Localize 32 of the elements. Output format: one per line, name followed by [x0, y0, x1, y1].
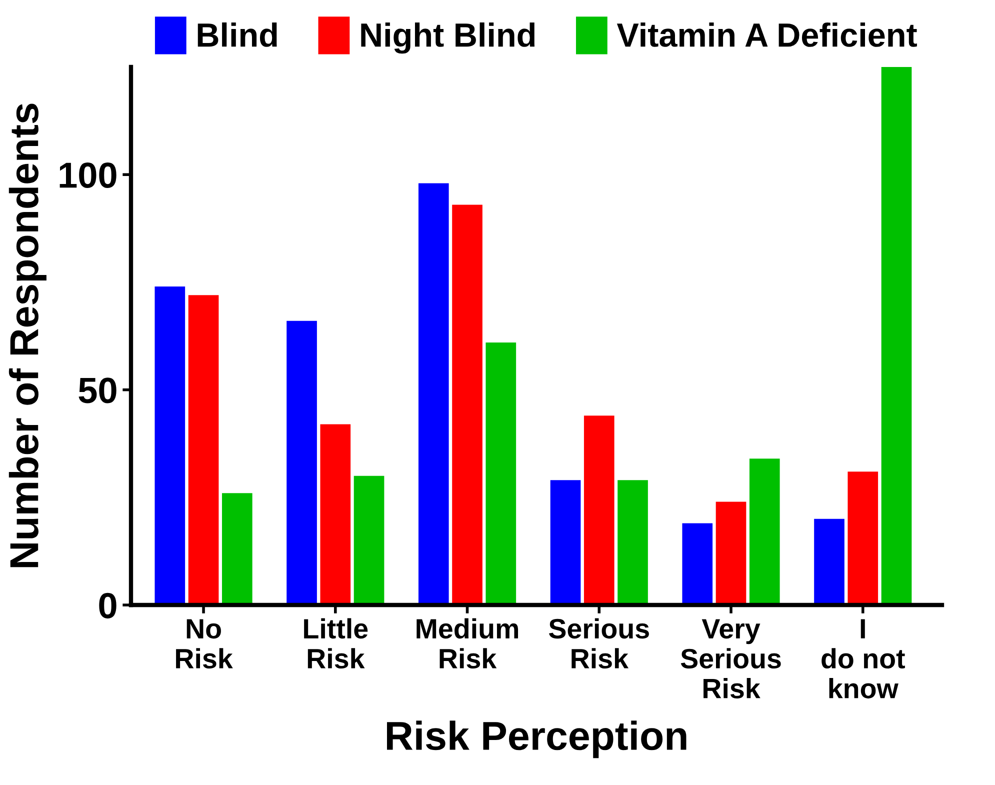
y-axis-title: Number of Respondents: [8, 104, 46, 568]
bar: [584, 416, 614, 605]
legend-label: Night Blind: [361, 22, 535, 54]
bar: [188, 295, 219, 605]
x-axis-title: Risk Perception: [386, 720, 686, 758]
x-tick-label: Medium Risk: [416, 618, 518, 669]
bar: [418, 183, 449, 605]
x-tick-label: Serious Risk: [548, 618, 649, 669]
bar: [354, 476, 384, 605]
x-tick-label: Very Serious Risk: [680, 619, 781, 698]
bar: [286, 320, 317, 605]
y-tick-label: 50: [78, 378, 116, 404]
bar: [749, 458, 780, 605]
bar: [320, 424, 351, 605]
legend-label: Blind: [198, 22, 277, 47]
y-tick-label: 0: [99, 592, 116, 618]
x-tick-label: I do not know: [822, 619, 905, 698]
bar: [848, 472, 878, 605]
bar: [222, 493, 252, 605]
bar: [154, 286, 186, 605]
bar: [814, 518, 844, 605]
bar: [682, 523, 713, 605]
x-tick-label: Little Risk: [304, 618, 368, 669]
bar: [618, 480, 648, 605]
bar: [716, 502, 746, 605]
x-tick-label: No Risk: [176, 619, 233, 669]
bar: [881, 67, 912, 605]
bar: [550, 480, 581, 605]
y-tick-label: 100: [60, 162, 116, 188]
legend-label: Vitamin A Deficient: [616, 22, 917, 47]
bar: [452, 204, 482, 605]
bar: [486, 342, 516, 605]
